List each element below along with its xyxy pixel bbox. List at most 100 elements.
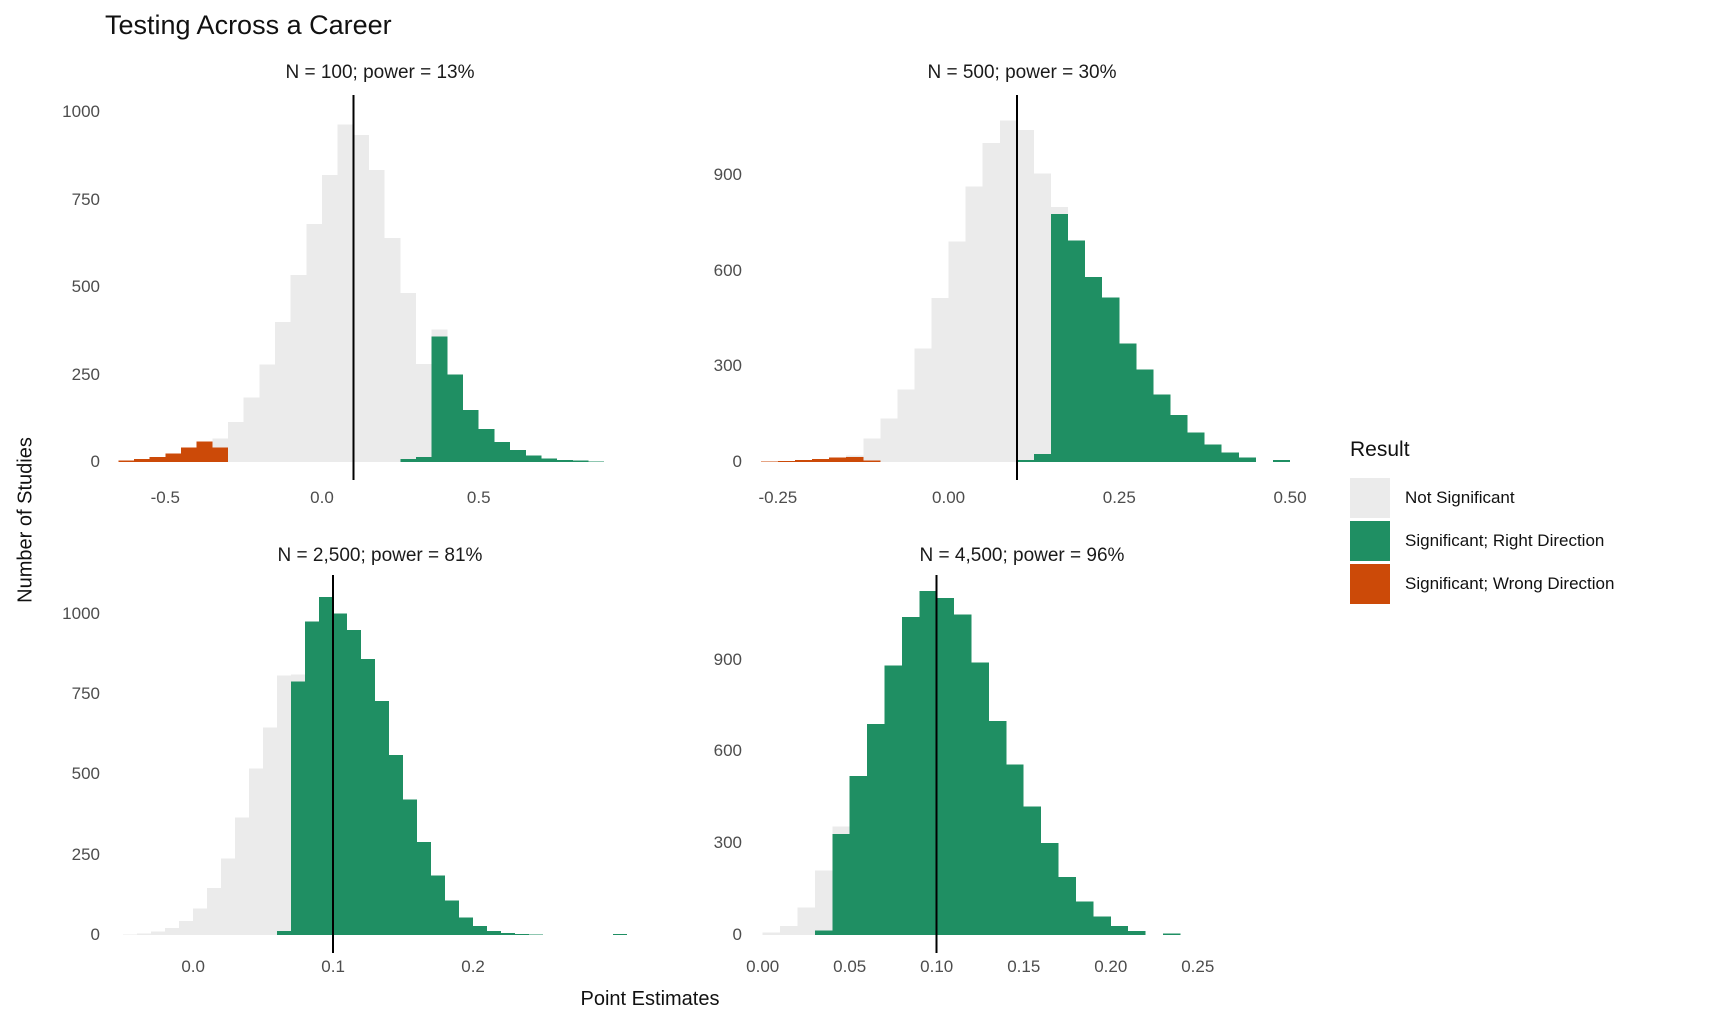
bar-not-significant <box>291 674 306 682</box>
bar-sig-wrong <box>133 458 150 462</box>
x-tick-label: 0.15 <box>1007 957 1041 976</box>
bar-sig-right <box>463 410 479 462</box>
bar-sig-right <box>1102 297 1120 462</box>
bar-sig-right <box>291 681 306 935</box>
bar-sig-wrong <box>180 447 197 462</box>
bar-sig-right <box>510 449 526 462</box>
bar-not-significant <box>151 931 166 935</box>
x-tick-label: -0.25 <box>758 488 798 507</box>
bar-sig-right <box>319 596 334 935</box>
bar-sig-right <box>1119 343 1137 462</box>
bar-sig-right <box>417 841 432 935</box>
x-tick-label: 0.20 <box>1094 957 1128 976</box>
bar-not-significant <box>290 274 307 462</box>
bar-sig-right <box>525 455 542 462</box>
bar-not-significant <box>814 870 833 931</box>
bar-sig-right <box>919 590 937 935</box>
bar-not-significant <box>322 175 338 462</box>
bar-sig-right <box>1041 843 1059 935</box>
bar-not-significant <box>137 933 152 935</box>
bar-not-significant <box>123 934 138 935</box>
x-tick-label: 0.10 <box>920 957 954 976</box>
x-axis-title: Point Estimates <box>580 988 720 1010</box>
panel-2-strip-title: N = 500; power = 30% <box>927 62 1117 83</box>
bar-sig-right <box>347 630 362 935</box>
y-tick-label: 750 <box>71 683 100 703</box>
bar-not-significant <box>780 925 798 935</box>
bar-sig-right <box>613 934 627 935</box>
bar-not-significant <box>416 364 432 457</box>
bar-sig-wrong <box>812 458 830 462</box>
bar-sig-right <box>529 934 544 935</box>
bar-sig-right <box>954 614 972 935</box>
bar-not-significant <box>948 241 966 462</box>
bar-not-significant <box>1033 173 1052 455</box>
bar-sig-right <box>389 754 404 935</box>
y-tick-label: 500 <box>71 277 100 296</box>
legend-swatch-right <box>1350 521 1390 561</box>
bar-not-significant <box>165 927 180 935</box>
bar-sig-wrong <box>165 453 181 462</box>
chart-title: Testing Across a Career <box>105 10 392 40</box>
bar-sig-right <box>431 875 446 935</box>
bar-not-significant <box>337 124 354 462</box>
legend-title: Result <box>1350 438 1410 461</box>
y-tick-label: 0 <box>732 925 742 944</box>
bar-not-significant <box>235 817 250 935</box>
bar-sig-wrong <box>846 457 864 462</box>
true-effect-line <box>1015 95 1018 480</box>
y-tick-label: 0 <box>732 452 742 471</box>
bar-sig-wrong <box>212 447 228 462</box>
y-tick-label: 900 <box>713 649 742 669</box>
bar-sig-right <box>588 461 605 462</box>
bar-sig-right <box>1093 916 1111 935</box>
bar-sig-right <box>400 459 417 462</box>
bar-not-significant <box>965 186 983 462</box>
bar-not-significant <box>193 908 208 935</box>
true-effect-line <box>332 575 335 953</box>
bar-sig-right <box>361 659 376 935</box>
bar-not-significant <box>999 120 1017 463</box>
bar-sig-wrong <box>196 441 213 462</box>
bar-sig-right <box>572 460 589 462</box>
bar-not-significant <box>400 292 417 460</box>
x-tick-label: 0.50 <box>1273 488 1307 507</box>
bar-sig-right <box>473 926 488 935</box>
bar-sig-right <box>1085 276 1103 462</box>
bar-sig-right <box>447 374 464 462</box>
bar-not-significant <box>369 169 385 462</box>
x-tick-label: -0.5 <box>150 488 180 507</box>
bar-sig-right <box>487 930 502 935</box>
bar-sig-wrong <box>118 460 134 462</box>
bar-not-significant <box>221 858 236 935</box>
bar-sig-right <box>333 613 348 935</box>
x-tick-label: 0.0 <box>181 957 205 976</box>
bar-sig-right <box>494 442 511 462</box>
bar-sig-right <box>1221 452 1239 462</box>
bar-sig-right <box>1006 764 1024 935</box>
x-tick-label: 0.0 <box>310 488 334 507</box>
bar-sig-right <box>1128 931 1146 935</box>
bar-sig-right <box>431 336 448 462</box>
bar-sig-right <box>277 931 292 935</box>
bar-not-significant <box>207 888 222 935</box>
bar-sig-right <box>1016 460 1034 462</box>
bar-sig-right <box>1075 901 1094 935</box>
bar-not-significant <box>832 826 850 835</box>
bar-sig-right <box>1204 444 1222 462</box>
y-tick-label: 1000 <box>62 102 100 121</box>
bar-not-significant <box>212 438 228 448</box>
bar-sig-right <box>1153 394 1171 462</box>
y-tick-label: 1000 <box>62 603 100 623</box>
bar-sig-wrong <box>760 461 778 462</box>
bar-not-significant <box>863 438 881 461</box>
bar-not-significant <box>274 322 291 462</box>
bar-not-significant <box>179 921 194 935</box>
bar-sig-right <box>1051 213 1069 462</box>
bar-not-significant <box>1051 206 1069 214</box>
legend-item-wrong: Significant; Wrong Direction <box>1350 564 1614 604</box>
legend-items: Not Significant Significant; Right Direct… <box>1350 478 1614 607</box>
bar-sig-right <box>1170 414 1188 462</box>
x-tick-label: 0.00 <box>746 957 780 976</box>
bar-sig-right <box>971 662 989 935</box>
